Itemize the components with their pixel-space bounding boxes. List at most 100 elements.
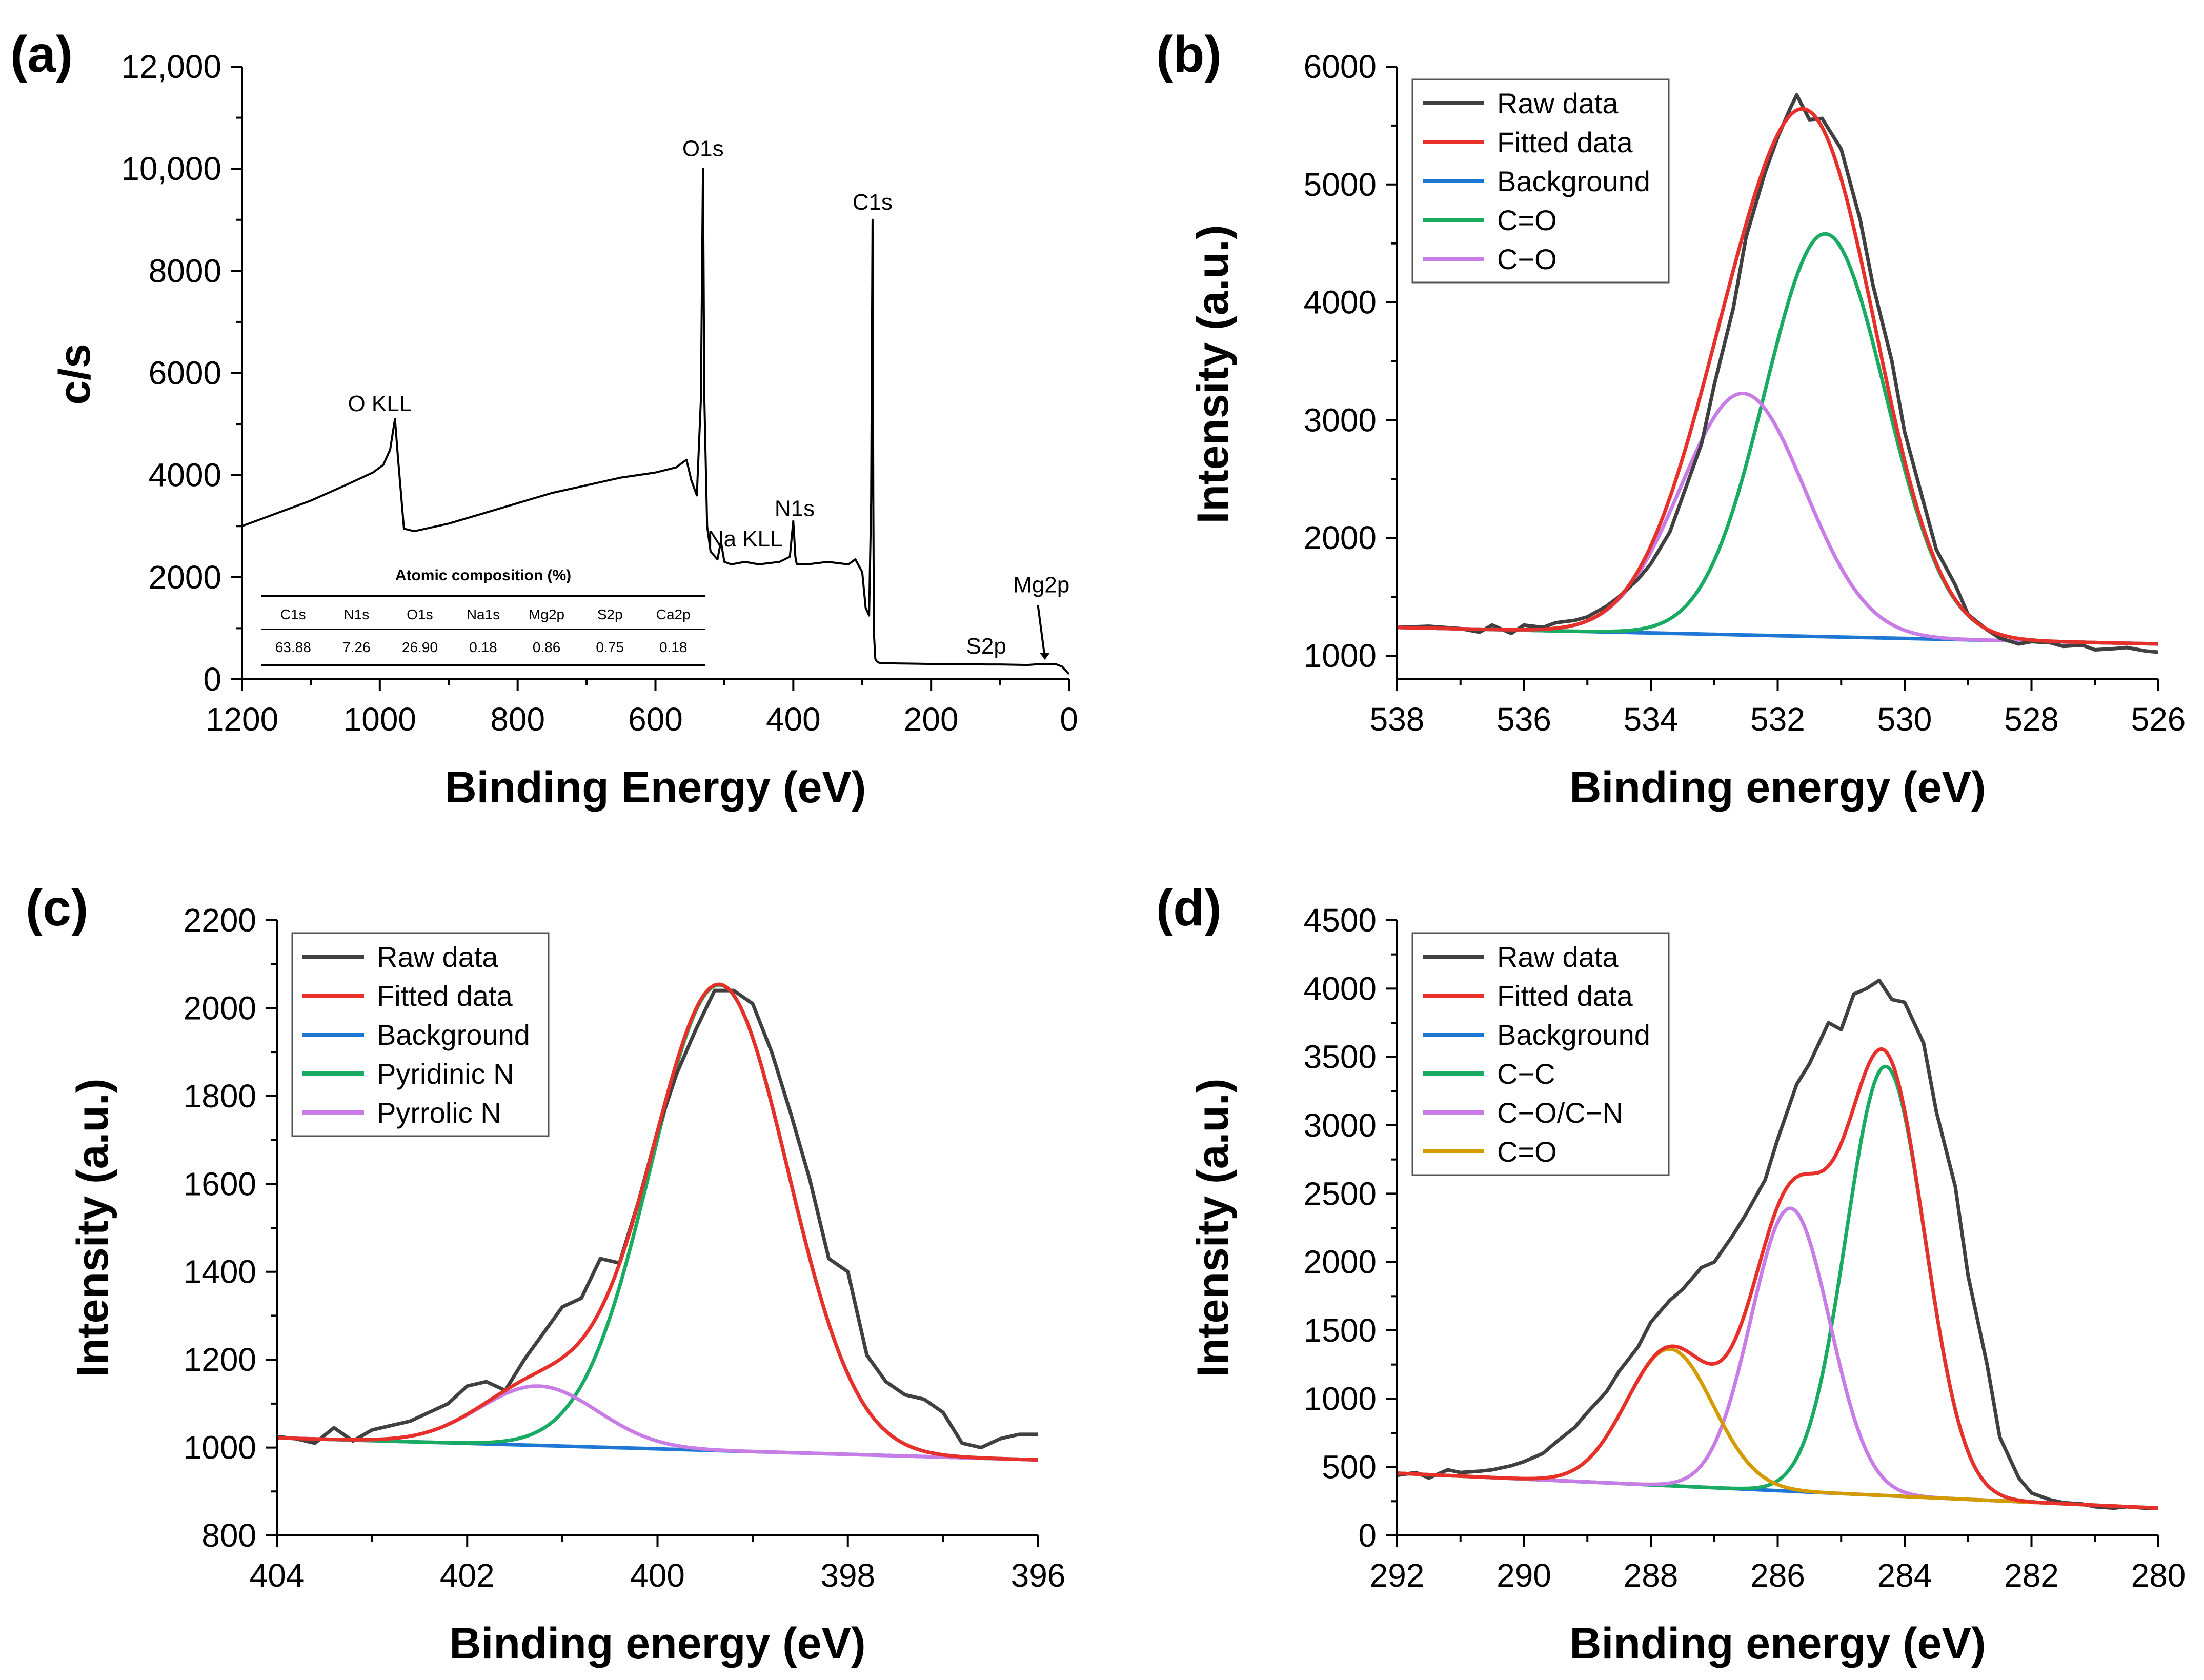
y-tick-label-c: 1600 [184, 1165, 256, 1202]
series-survey [242, 168, 1069, 675]
x-tick-label-a: 600 [628, 701, 683, 738]
table-value-cell: 0.18 [659, 639, 688, 655]
series-raw-data [1397, 978, 2158, 1510]
y-tick-label-d: 1500 [1304, 1312, 1377, 1349]
x-tick-label-b: 534 [1624, 701, 1679, 738]
mg2p-arrow [1037, 605, 1046, 658]
table-header-cell: S2p [597, 606, 623, 622]
y-tick-label-b: 3000 [1304, 401, 1377, 438]
table-title: Atomic composition (%) [395, 567, 571, 584]
legend-entry: Background [1497, 1019, 1650, 1051]
legend-entry: Background [377, 1019, 530, 1051]
peak-label: S2p [966, 634, 1006, 659]
legend-entry: Pyrrolic N [377, 1097, 501, 1129]
series-fitted-data [277, 982, 1038, 1462]
legend-entry: Raw data [1497, 941, 1619, 973]
legend-entry: Fitted data [377, 980, 513, 1012]
y-tick-label-b: 6000 [1304, 48, 1377, 85]
y-tick-label-c: 1200 [184, 1341, 256, 1378]
x-tick-label-b: 532 [1750, 701, 1805, 738]
panel-b: (b) 538 536 534 532 530 528 526 1000 2000 3000 4000… [1156, 26, 2186, 812]
y-tick-label-d: 500 [1322, 1449, 1377, 1486]
y-tick-label-c: 800 [201, 1517, 256, 1554]
x-tick-label-b: 526 [2131, 701, 2186, 738]
table-value-cell: 7.26 [342, 639, 371, 655]
table-value-cell: 26.90 [402, 639, 438, 655]
y-tick-label-a: 4000 [149, 457, 221, 494]
peak-label: C1s [853, 190, 893, 215]
x-tick-label-a: 1200 [206, 701, 278, 738]
x-tick-label-d: 288 [1624, 1557, 1679, 1594]
x-tick-label-d: 284 [1877, 1557, 1932, 1594]
y-tick-label-d: 1000 [1304, 1380, 1377, 1417]
legend-entry: Fitted data [1497, 980, 1633, 1012]
peak-label: Mg2p [1013, 573, 1069, 598]
y-tick-label-d: 3000 [1304, 1107, 1377, 1144]
series-fitted-data [1397, 107, 2158, 646]
panel-label-a: (a) [10, 26, 73, 83]
peak-label: O1s [682, 136, 724, 161]
panel-d: (d) 292 290 288 286 284 282 280 0 500 1000 1500 2000… [1156, 879, 2186, 1668]
x-axis-title-b: Binding energy (eV) [1569, 763, 1986, 812]
panel-c: (c) 404 402 400 398 396 800 1000 1200 1400 1600 180… [26, 879, 1065, 1668]
legend-d [1411, 932, 1670, 1176]
x-tick-label-d: 280 [2131, 1557, 2186, 1594]
x-tick-label-d: 286 [1750, 1557, 1805, 1594]
x-axis-title-a: Binding Energy (eV) [445, 763, 866, 812]
series-fitted-data [1397, 1047, 2158, 1510]
table-value-cell: 0.86 [533, 639, 561, 655]
x-tick-label-b: 536 [1497, 701, 1551, 738]
y-axis-title-a: c/s [50, 343, 99, 405]
y-axis-title-c: Intensity (a.u.) [68, 1079, 117, 1378]
y-tick-label-c: 1400 [184, 1253, 256, 1290]
table-header-cell: N1s [343, 606, 369, 622]
y-tick-label-d: 2000 [1304, 1244, 1377, 1281]
x-tick-label-b: 528 [2004, 701, 2059, 738]
peak-label: O KLL [348, 391, 412, 416]
legend-entry: Fitted data [1497, 126, 1633, 158]
y-tick-label-d: 4500 [1304, 902, 1377, 939]
y-tick-label-a: 6000 [149, 355, 221, 392]
legend-entry: C−C [1497, 1058, 1555, 1090]
y-tick-label-c: 2200 [184, 902, 256, 939]
x-tick-label-a: 1000 [343, 701, 416, 738]
y-tick-label-a: 8000 [149, 252, 221, 289]
peak-label: Na KLL [707, 527, 783, 552]
y-tick-label-b: 4000 [1304, 284, 1377, 321]
x-axis-title-d: Binding energy (eV) [1569, 1619, 1986, 1668]
x-tick-label-c: 398 [820, 1557, 875, 1594]
table-header-cell: Mg2p [529, 606, 564, 622]
y-tick-label-d: 0 [1358, 1517, 1377, 1554]
x-tick-label-c: 402 [440, 1557, 495, 1594]
legend-entry: Pyridinic N [377, 1058, 514, 1090]
x-tick-label-a: 800 [490, 701, 545, 738]
table-header-cell: Na1s [467, 606, 500, 622]
x-tick-label-b: 530 [1877, 701, 1932, 738]
legend-entry: C=O [1497, 204, 1557, 236]
panel-label-c: (c) [26, 879, 88, 937]
table-value-cell: 0.75 [596, 639, 624, 655]
y-tick-label-a: 12,000 [121, 48, 221, 85]
x-tick-label-a: 200 [904, 701, 959, 738]
panel-a: (a)1200 1000 800 600 400 200 00200040006000800… [10, 26, 1078, 812]
x-axis-title-c: Binding energy (eV) [449, 1619, 865, 1668]
x-tick-label-d: 282 [2004, 1557, 2059, 1594]
plot-area-c [277, 982, 1038, 1462]
x-tick-label-a: 0 [1060, 701, 1078, 738]
y-axis-title-d: Intensity (a.u.) [1188, 1079, 1238, 1378]
y-tick-label-d: 4000 [1304, 970, 1377, 1007]
table-header-cell: Ca2p [656, 606, 691, 622]
table-value-cell: 0.18 [469, 639, 497, 655]
x-tick-label-c: 396 [1011, 1557, 1066, 1594]
x-tick-label-b: 538 [1370, 701, 1425, 738]
y-tick-label-b: 1000 [1304, 637, 1377, 674]
y-tick-label-a: 0 [203, 661, 221, 698]
y-tick-label-c: 1800 [184, 1078, 256, 1115]
legend-entry: Raw data [1497, 87, 1619, 119]
legend-entry: C−O/C−N [1497, 1097, 1623, 1129]
y-tick-label-b: 2000 [1304, 519, 1377, 556]
series-component-3 [1397, 1347, 2158, 1510]
y-tick-label-a: 2000 [149, 559, 221, 596]
peak-label: N1s [775, 496, 815, 521]
